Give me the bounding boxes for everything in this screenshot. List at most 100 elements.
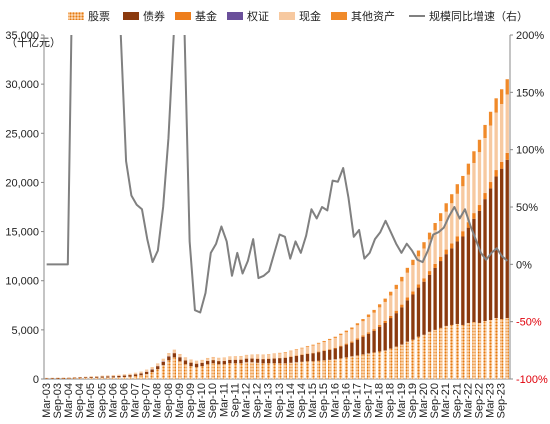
- bar-segment: [294, 355, 299, 363]
- bar-segment: [300, 347, 304, 349]
- bar-segment: [178, 357, 182, 362]
- bar-segment: [377, 304, 382, 308]
- bar-segment: [389, 291, 393, 296]
- bar-segment: [505, 152, 509, 160]
- bar-segment: [311, 361, 315, 379]
- bar-segment: [289, 351, 293, 357]
- bar-segment: [294, 362, 299, 379]
- bar-segment: [150, 367, 154, 370]
- bar-segment: [433, 223, 437, 231]
- legend-item-bond: 债券: [123, 9, 165, 23]
- bar-segment: [383, 298, 387, 302]
- x-tick-label: Mar-08: [152, 383, 164, 418]
- bar-segment: [95, 377, 99, 379]
- bar-stack: [117, 374, 121, 379]
- bar-segment: [72, 377, 77, 379]
- x-tick-label: Sep-19: [407, 383, 419, 418]
- bar-segment: [156, 369, 160, 379]
- x-tick-label: Mar-11: [218, 383, 230, 417]
- y-right-tick-label: 150%: [516, 87, 544, 99]
- bar-segment: [488, 111, 493, 126]
- bar-segment: [500, 89, 504, 104]
- bar-stack: [389, 291, 393, 379]
- x-tick-label: Mar-19: [396, 383, 408, 418]
- bar-segment: [455, 184, 459, 194]
- bar-segment: [272, 354, 276, 359]
- bar-segment: [272, 363, 276, 379]
- bar-segment: [494, 318, 498, 379]
- bar-stack: [333, 336, 337, 379]
- legend-swatch-other: [331, 12, 347, 20]
- bar-stack: [183, 357, 188, 379]
- bar-segment: [389, 315, 393, 319]
- bar-segment: [444, 211, 448, 250]
- bar-segment: [244, 355, 249, 359]
- bar-segment: [200, 366, 204, 379]
- bar-segment: [289, 362, 293, 379]
- bar-segment: [111, 377, 116, 379]
- bar-segment: [117, 374, 121, 376]
- bar-segment: [72, 378, 77, 379]
- bar-segment: [156, 366, 160, 370]
- bar-segment: [300, 348, 304, 355]
- bar-stack: [505, 79, 509, 379]
- x-tick-label: Mar-22: [462, 383, 474, 418]
- bar-segment: [95, 376, 99, 377]
- bar-stack: [422, 242, 426, 379]
- bar-stack: [427, 232, 432, 379]
- bar-segment: [161, 361, 165, 366]
- bar-stack: [300, 347, 304, 379]
- bar-stack: [261, 354, 265, 379]
- bar-segment: [233, 363, 238, 379]
- bar-stack: [272, 353, 276, 379]
- bar-segment: [422, 334, 426, 379]
- x-tick-label: Sep-10: [207, 383, 219, 418]
- bar-segment: [350, 329, 354, 342]
- bar-segment: [450, 194, 454, 204]
- bar-segment: [239, 363, 243, 379]
- y-left-tick-label: 0: [33, 374, 39, 386]
- bar-stack: [178, 354, 182, 379]
- bar-segment: [78, 378, 82, 379]
- bar-segment: [222, 361, 226, 365]
- bar-segment: [228, 363, 232, 379]
- y-right-tick-label: 50%: [516, 202, 538, 214]
- bar-segment: [372, 329, 376, 331]
- bar-stack: [267, 354, 271, 379]
- bar-segment: [144, 374, 149, 379]
- bar-stack: [311, 344, 315, 379]
- bar-segment: [366, 333, 371, 354]
- bar-stack: [289, 350, 293, 379]
- x-tick-label: Mar-18: [374, 383, 386, 418]
- bar-segment: [383, 301, 387, 321]
- bar-segment: [122, 375, 127, 378]
- bar-stack: [483, 124, 487, 379]
- x-tick-label: Mar-13: [263, 383, 275, 418]
- bar-segment: [339, 335, 343, 346]
- bar-segment: [355, 338, 360, 340]
- bar-segment: [494, 170, 498, 177]
- bar-segment: [117, 375, 121, 378]
- y-left-tick-label: 35,000: [5, 30, 39, 42]
- bar-stack: [394, 284, 398, 379]
- bar-stack: [461, 175, 465, 379]
- x-tick-label: Sep-15: [318, 383, 330, 418]
- bar-segment: [372, 352, 376, 379]
- bar-segment: [488, 125, 493, 183]
- legend-swatch-bond: [123, 12, 139, 20]
- bar-stack: [128, 373, 132, 379]
- bar-segment: [316, 343, 321, 352]
- bar-segment: [433, 329, 437, 379]
- bar-segment: [389, 295, 393, 316]
- bar-segment: [205, 364, 210, 379]
- bar-stack: [344, 330, 349, 379]
- bar-stack: [72, 377, 77, 379]
- bar-segment: [477, 210, 482, 323]
- bar-segment: [361, 319, 365, 322]
- bar-segment: [483, 193, 487, 200]
- bar-stack: [450, 194, 454, 379]
- bar-segment: [472, 213, 476, 219]
- bar-stack: [56, 377, 60, 379]
- x-tick-label: Mar-23: [485, 383, 497, 418]
